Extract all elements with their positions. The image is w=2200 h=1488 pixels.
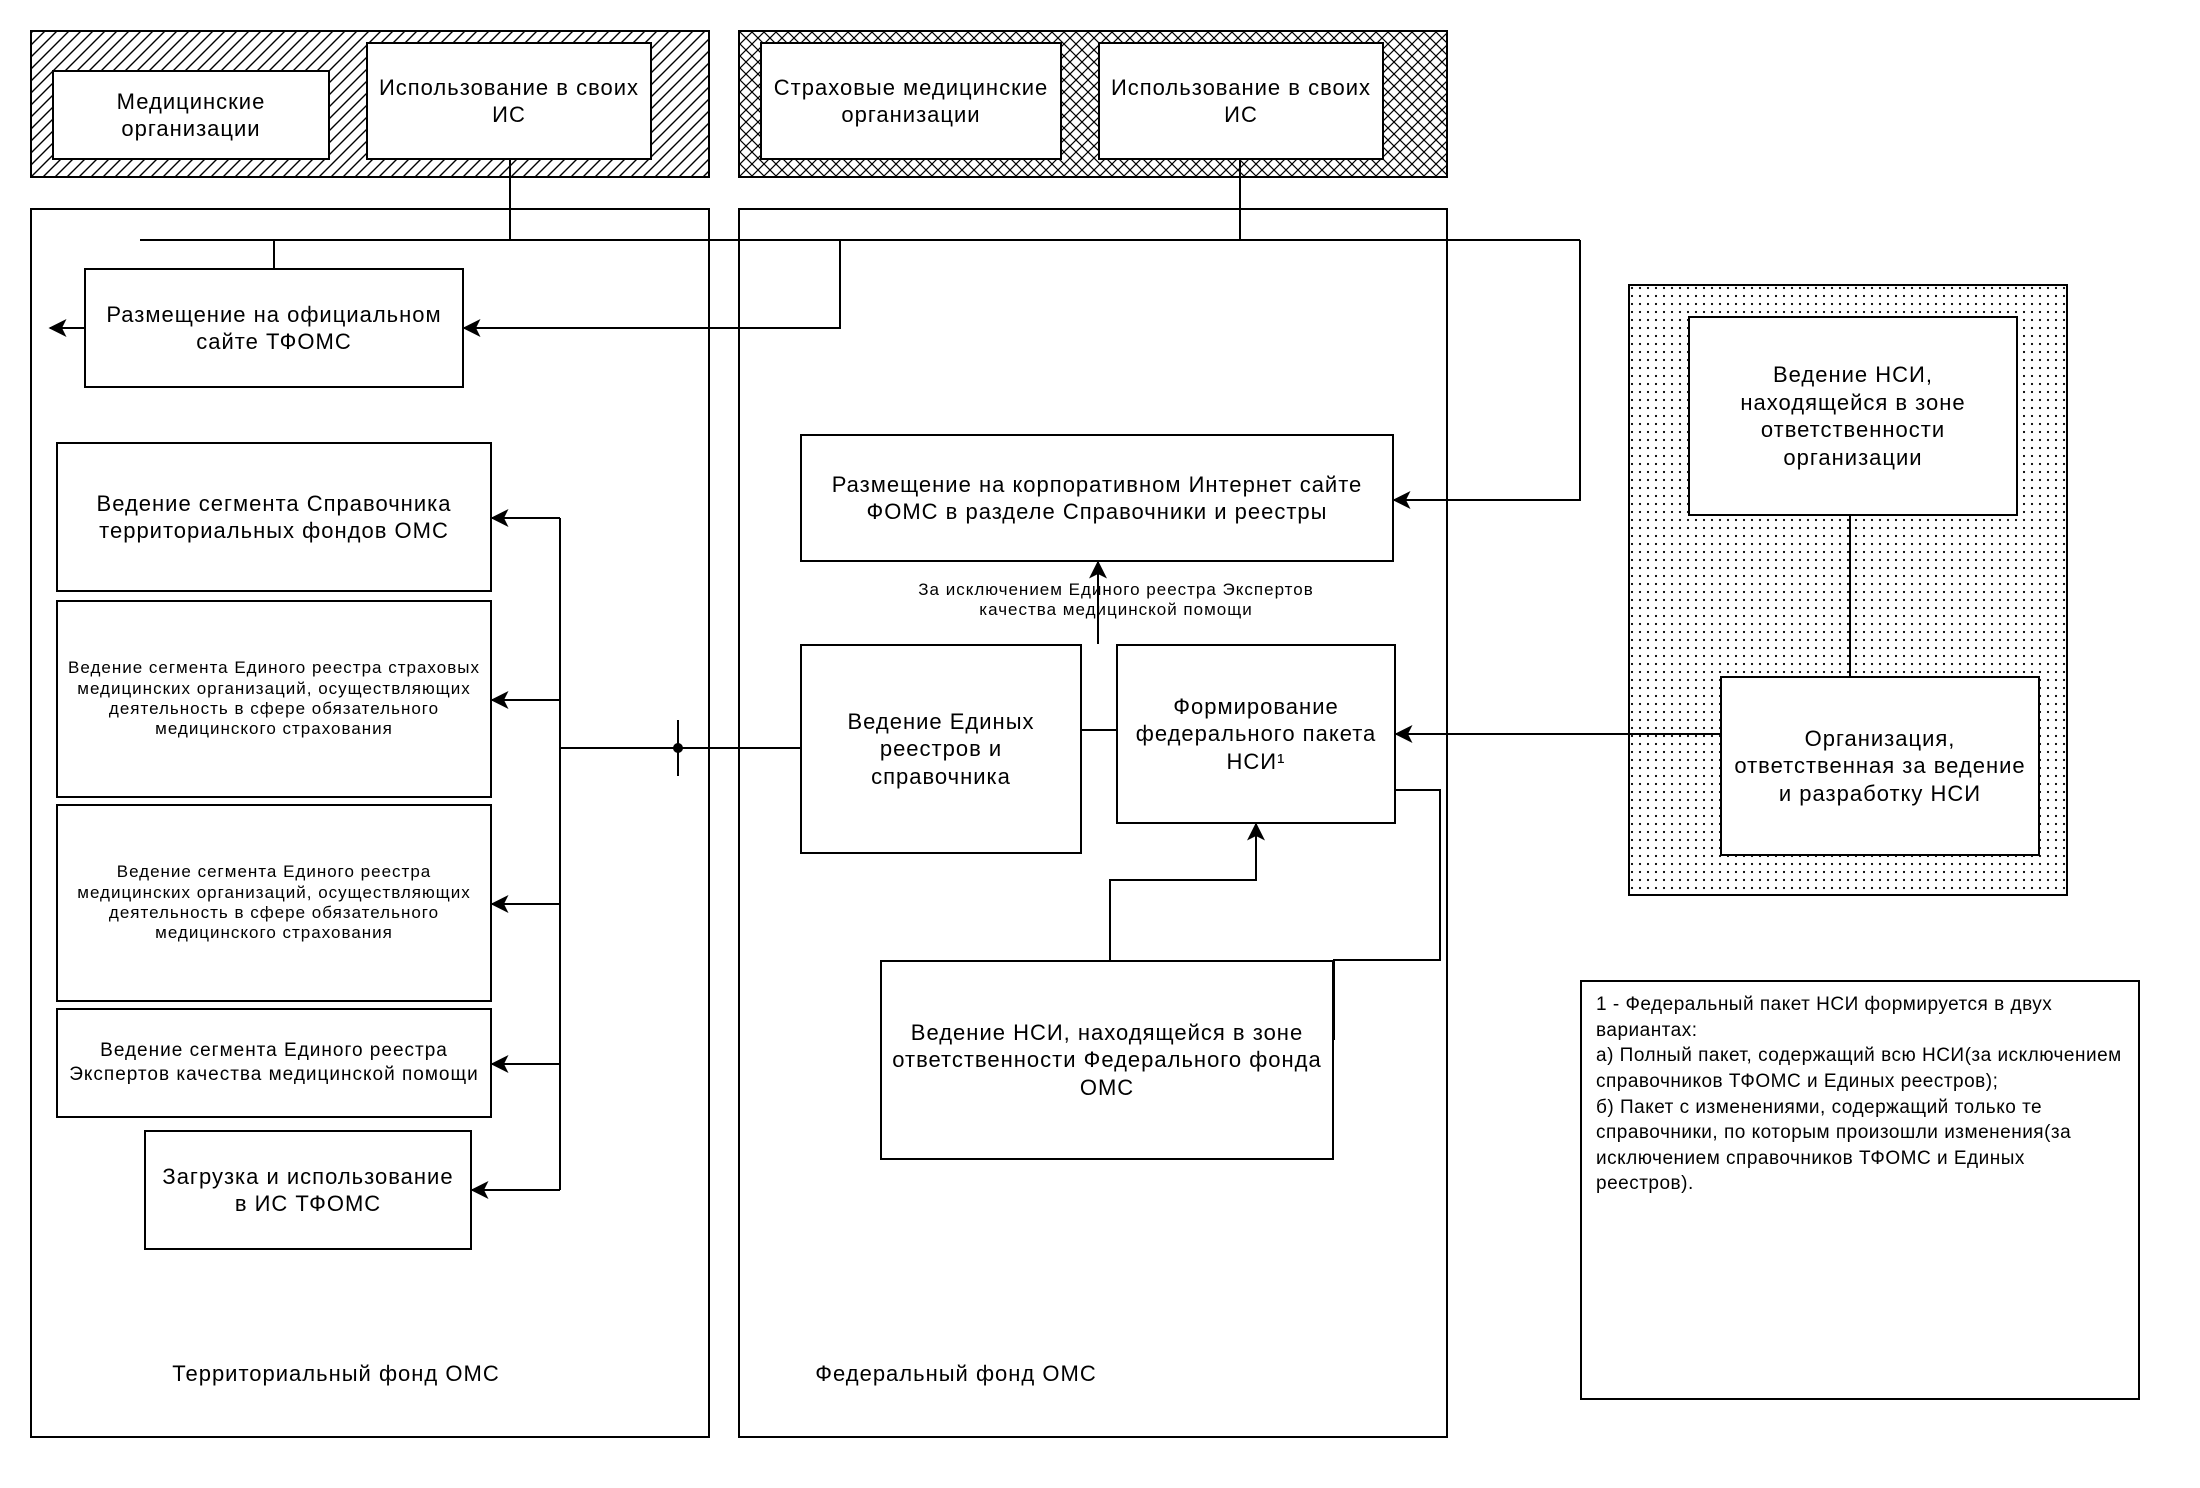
diagram-canvas: Территориальный фонд ОМС Федеральный фон…	[0, 0, 2200, 1488]
box-left-b3: Ведение сегмента Единого реестра медицин…	[56, 804, 492, 1002]
label-note-exception: За исключением Единого реестра Экспертов…	[900, 580, 1332, 621]
box-place-foms: Размещение на корпоративном Интернет сай…	[800, 434, 1394, 562]
box-med-org: Медицинские организации	[52, 70, 330, 160]
box-fed-pack: Формирование федерального пакета НСИ¹	[1116, 644, 1396, 824]
label-federal: Федеральный фонд ОМС	[770, 1360, 1142, 1388]
box-left-b2: Ведение сегмента Единого реестра страхов…	[56, 600, 492, 798]
box-left-b1: Ведение сегмента Справочника территориал…	[56, 442, 492, 592]
label-tfoms: Территориальный фонд ОМС	[120, 1360, 552, 1388]
box-left-b4: Ведение сегмента Единого реестра Эксперт…	[56, 1008, 492, 1118]
box-smo: Страховые медицинские организации	[760, 42, 1062, 160]
box-org-resp: Организация, ответственная за ведение и …	[1720, 676, 2040, 856]
footnote: 1 - Федеральный пакет НСИ формируется в …	[1580, 980, 2140, 1400]
box-left-b5: Загрузка и использование в ИС ТФОМС	[144, 1130, 472, 1250]
box-use-is-1: Использование в своих ИС	[366, 42, 652, 160]
box-fed-nsi: Ведение НСИ, находящейся в зоне ответств…	[880, 960, 1334, 1160]
box-unified: Ведение Единых реестров и справочника	[800, 644, 1082, 854]
box-use-is-2: Использование в своих ИС	[1098, 42, 1384, 160]
box-place-tfoms: Размещение на официальном сайте ТФОМС	[84, 268, 464, 388]
box-nsi-org: Ведение НСИ, находящейся в зоне ответств…	[1688, 316, 2018, 516]
